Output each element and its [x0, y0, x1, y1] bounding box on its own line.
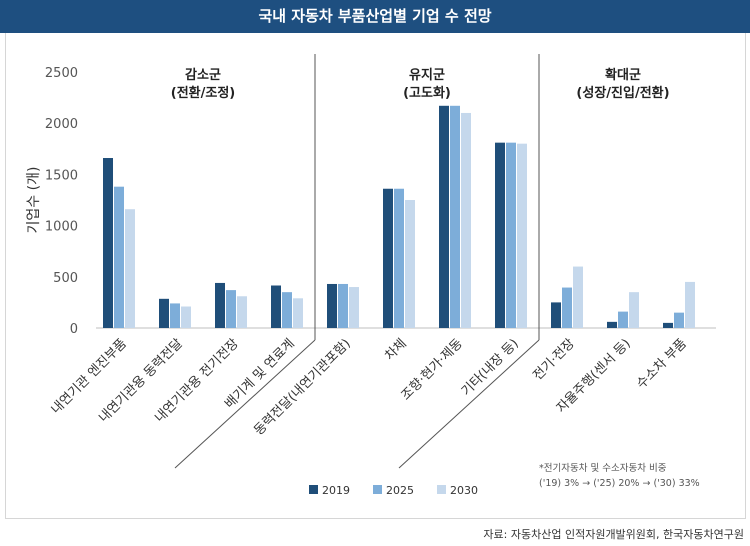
- bar-chart: 기업수 (개) 0 500 1000 1500 2000 2500 감소군 (전환/조정) 유지군…: [26, 54, 716, 497]
- bar-2019-3: [271, 285, 281, 328]
- bar-2025-5: [394, 188, 404, 328]
- bar-2025-10: [674, 312, 684, 328]
- group-separator-diagonal: [398, 339, 540, 469]
- group-header-3-sub: (성장/진입/전환): [576, 85, 669, 101]
- bar-2019-9: [607, 321, 617, 328]
- bar-2025-2: [226, 290, 236, 328]
- bar-2019-1: [159, 298, 169, 328]
- legend-label-2019: 2019: [322, 484, 350, 497]
- bar-2019-6: [439, 105, 449, 329]
- bar-2019-8: [551, 302, 561, 328]
- category-label: 기타(내장 등): [459, 336, 522, 399]
- chart-title: 국내 자동차 부품산업별 기업 수 전망: [258, 7, 492, 25]
- y-tick-label: 2500: [45, 66, 78, 81]
- group-header-1: 감소군: [185, 68, 221, 83]
- y-tick-label: 2000: [45, 117, 78, 132]
- group-separator-diagonal: [174, 339, 316, 469]
- bar-2030-6: [461, 112, 471, 329]
- legend-swatch-2030: [437, 485, 446, 494]
- bar-2025-3: [282, 292, 292, 328]
- bar-2019-4: [327, 283, 337, 328]
- group-header-1-sub: (전환/조정): [171, 85, 235, 101]
- bar-2030-5: [405, 200, 415, 328]
- bar-2019-5: [383, 188, 393, 328]
- source-note: 자료: 자동차산업 인적자원개발위원회, 한국자동차연구원: [483, 528, 744, 541]
- group-header-3: 확대군: [605, 67, 641, 83]
- bar-2019-10: [663, 322, 673, 328]
- bar-2030-0: [125, 209, 135, 328]
- chart-title-bar: 국내 자동차 부품산업별 기업 수 전망: [0, 0, 750, 33]
- bar-2030-9: [629, 292, 639, 328]
- category-label: 전기·전장: [530, 336, 577, 383]
- bar-2030-8: [573, 266, 583, 328]
- category-label: 수소차 부품: [634, 336, 690, 392]
- category-label: 차체: [382, 336, 410, 364]
- bar-2030-10: [685, 281, 695, 328]
- bar-2025-8: [562, 287, 572, 328]
- note-line-2: ('19) 3% → ('25) 20% → ('30) 33%: [539, 478, 700, 489]
- group-header-2: 유지군: [409, 68, 445, 83]
- bar-2025-6: [450, 105, 460, 329]
- bar-2019-0: [103, 158, 113, 328]
- legend-swatch-2019: [309, 485, 318, 494]
- bar-2025-4: [338, 283, 348, 328]
- bar-2025-0: [114, 186, 124, 328]
- legend-label-2030: 2030: [450, 484, 478, 497]
- bar-2030-7: [517, 143, 527, 328]
- note-line-1: *전기자동차 및 수소자동차 비중: [539, 462, 667, 474]
- y-axis-label: 기업수 (개): [26, 167, 42, 234]
- bar-2019-7: [495, 142, 505, 328]
- bar-2019-2: [215, 282, 225, 328]
- bar-2030-4: [349, 287, 359, 328]
- legend-swatch-2025: [373, 485, 382, 494]
- bar-2030-1: [181, 306, 191, 328]
- y-tick-label: 0: [70, 322, 78, 337]
- y-tick-label: 500: [53, 271, 78, 286]
- group-header-2-sub: (고도화): [403, 85, 451, 101]
- legend-label-2025: 2025: [386, 484, 414, 497]
- bar-2025-7: [506, 142, 516, 328]
- chart-frame: [5, 33, 746, 519]
- bar-2030-3: [293, 298, 303, 328]
- y-tick-label: 1500: [45, 168, 78, 183]
- bar-2030-2: [237, 296, 247, 328]
- y-tick-label: 1000: [45, 220, 78, 235]
- bar-2025-1: [170, 303, 180, 328]
- bar-2025-9: [618, 311, 628, 328]
